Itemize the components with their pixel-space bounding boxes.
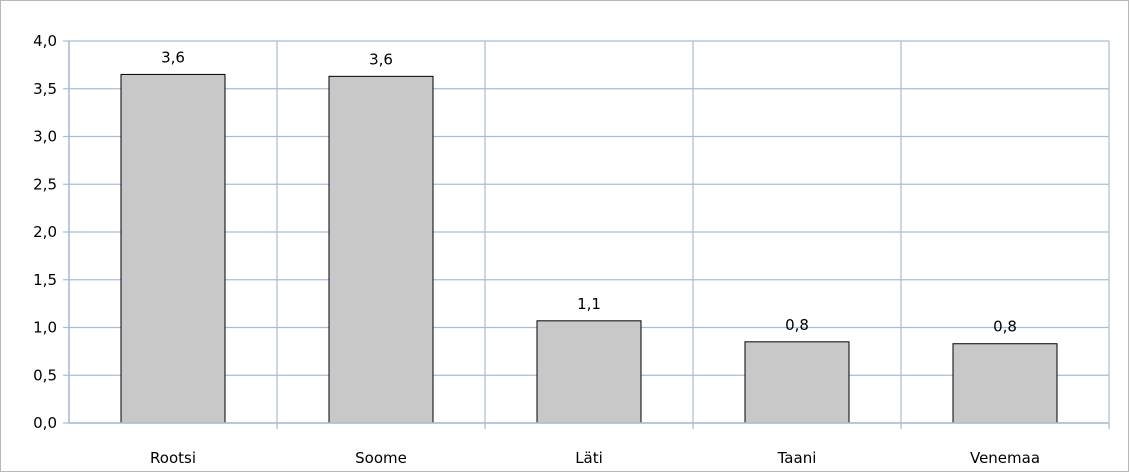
y-tick-label: 4,0 [33, 32, 57, 50]
bar [744, 341, 850, 424]
y-tick-label: 1,5 [33, 271, 57, 289]
y-tick-label: 0,0 [33, 414, 57, 432]
data-label: 3,6 [369, 50, 393, 68]
y-tick-label: 3,5 [33, 80, 57, 98]
data-label: 1,1 [577, 295, 601, 313]
y-tick-label: 3,0 [33, 128, 57, 146]
y-tick-label: 1,0 [33, 319, 57, 337]
x-category-label: Venemaa [970, 449, 1040, 467]
bar [536, 320, 642, 424]
bar [952, 343, 1058, 424]
y-tick-label: 2,5 [33, 175, 57, 193]
labels: 0,0 0,5 1,0 1,5 2,0 2,5 3,0 3,5 4,0 3,6 Rootsi 3,6 S… [33, 32, 1040, 467]
y-tick-label: 0,5 [33, 366, 57, 384]
bar [328, 75, 434, 424]
bar [120, 73, 226, 424]
data-label: 0,8 [993, 318, 1017, 336]
x-category-label: Rootsi [150, 449, 196, 467]
y-tick-label: 2,0 [33, 223, 57, 241]
x-category-label: Soome [355, 449, 407, 467]
data-label: 3,6 [161, 48, 185, 66]
data-label: 0,8 [785, 316, 809, 334]
x-category-label: Läti [575, 449, 603, 467]
axes [63, 40, 1109, 424]
x-category-label: Taani [777, 449, 817, 467]
bars [120, 73, 1058, 424]
gridlines [68, 40, 1110, 429]
